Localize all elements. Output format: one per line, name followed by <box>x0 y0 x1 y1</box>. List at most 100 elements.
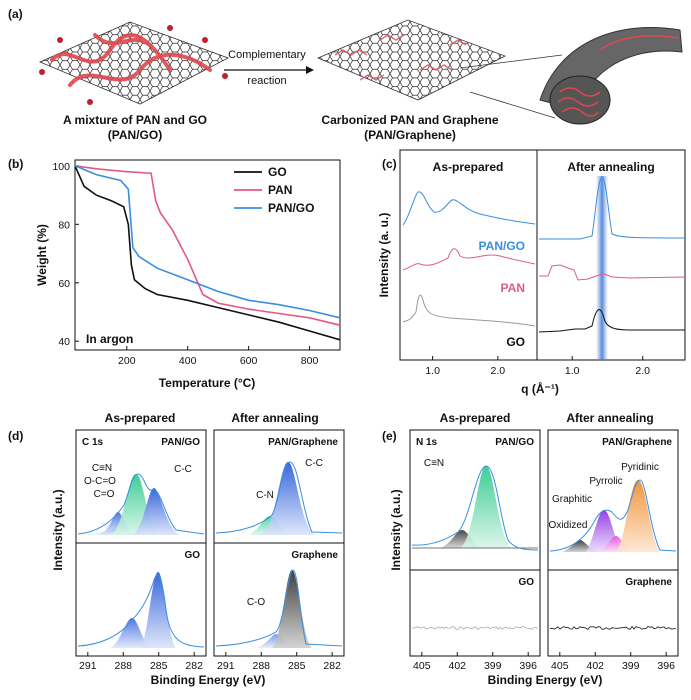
xps-n-peak-graphitic: Graphitic <box>552 494 592 505</box>
xps-c-x-axis-label: Binding Energy (eV) <box>151 673 266 687</box>
xps-n-peak-cn: C≡N <box>424 458 444 469</box>
waxs-label-pan-go: PAN/GO <box>479 239 525 253</box>
waxs-annealed-pan-curve <box>539 264 686 281</box>
tga-x-tick-label: 800 <box>301 355 319 367</box>
xps-c-peak-co: C=O <box>94 489 115 500</box>
waxs-annealed-pan-go-curve <box>539 177 686 240</box>
tga-series-line-pan <box>74 165 341 326</box>
xps-n1s-x-tick-label: 396 <box>519 660 537 672</box>
xps-c1s-chart: C 1s PAN/GO PAN/Graphene GO Graphene C≡N… <box>75 429 345 672</box>
xps-n-go-noise-curve <box>411 626 539 631</box>
xps-n1s-x-tick-label: 402 <box>449 660 467 672</box>
xps-c1s-tag: C 1s <box>82 437 104 448</box>
xps-c-pan-go-tag: PAN/GO <box>161 437 200 448</box>
reaction-arrow-icon <box>224 66 314 74</box>
waxs-annealed-frame <box>536 149 686 361</box>
xps-c1s-x-tick-label: 288 <box>253 660 271 672</box>
xps-n-right-title: After annealing <box>566 411 653 425</box>
xps-c1s-x-tick-label: 285 <box>150 660 168 672</box>
xps-n1s-tag: N 1s <box>416 437 438 448</box>
fiber-illustration <box>539 27 683 125</box>
xps-n1s-ticks: 405 402 399 396 405 402 399 396 <box>413 652 675 672</box>
carbonized-sheet-illustration <box>316 19 563 119</box>
carbonized-title: Carbonized PAN and Graphene <box>321 113 498 127</box>
xps-n1s-x-tick-label: 399 <box>622 660 640 672</box>
graphene-oxide-sheet-illustration <box>38 21 229 105</box>
tga-x-axis-label: Temperature (°C) <box>159 376 256 390</box>
tga-condition-note: In argon <box>86 332 133 346</box>
tga-legend-label: PAN/GO <box>268 201 314 215</box>
waxs-highlight-band <box>596 176 608 360</box>
waxs-label-go: GO <box>506 335 525 349</box>
tga-y-axis-label: Weight (%) <box>35 224 49 286</box>
panel-d-label: (d) <box>8 429 23 443</box>
tga-x-tick-label: 600 <box>240 355 258 367</box>
waxs-annealed-title: After annealing <box>567 160 654 174</box>
tga-legend: GO PAN PAN/GO <box>234 165 314 215</box>
panel-e-label: (e) <box>382 429 397 443</box>
xps-c-peak-co-graphene: C-O <box>247 597 266 608</box>
xps-n-go-tag: GO <box>518 577 534 588</box>
arrow-label-top: Complementary <box>228 49 306 61</box>
waxs-x-axis-label: q (Å⁻¹) <box>521 381 559 396</box>
waxs-as-prepared-frame <box>399 149 538 361</box>
tga-series-line-go <box>74 165 341 341</box>
mixture-subtitle: (PAN/GO) <box>108 128 162 142</box>
xps-n1s-chart: N 1s PAN/GO PAN/Graphene GO Graphene C≡N… <box>409 429 679 672</box>
xps-c1s-x-tick-label: 291 <box>79 660 97 672</box>
xps-c-peak-cc-annealed: C-C <box>305 458 323 469</box>
tga-y-tick-label: 100 <box>52 161 70 173</box>
xps-n1s-x-tick-label: 399 <box>484 660 502 672</box>
panel-a-label: (a) <box>8 7 23 21</box>
xps-c-pan-graphene-tag: PAN/Graphene <box>268 437 338 448</box>
waxs-x-tick-label: 1.0 <box>425 365 440 377</box>
xps-c1s-x-tick-label: 285 <box>288 660 306 672</box>
xps-n-peak-pyridinic: Pyridinic <box>621 462 659 473</box>
xps-n-pan-graphene-tag: PAN/Graphene <box>602 437 672 448</box>
waxs-x-tick-label: 2.0 <box>491 365 506 377</box>
tga-x-tick-label: 200 <box>118 355 136 367</box>
panel-c-label: (c) <box>382 157 397 171</box>
waxs-ticks: 1.0 2.0 1.0 2.0 <box>425 356 650 377</box>
tga-y-tick-label: 40 <box>58 336 70 348</box>
xps-c-left-title: As-prepared <box>105 411 176 425</box>
tga-series-line-pan-go <box>74 165 341 319</box>
xps-n-peak-pyrrolic: Pyrrolic <box>589 476 622 487</box>
xps-n-peak-oxidized: Oxidized <box>549 520 588 531</box>
xps-n1s-x-tick-label: 405 <box>413 660 431 672</box>
xps-n-x-axis-label: Binding Energy (eV) <box>488 673 603 687</box>
xps-c-y-axis-label: Intensity (a.u.) <box>51 489 65 570</box>
xps-c-right-title: After annealing <box>231 411 318 425</box>
waxs-y-axis-label: Intensity (a. u.) <box>377 213 391 298</box>
tga-y-tick-label: 80 <box>58 219 70 231</box>
xps-n-y-axis-label: Intensity (a.u.) <box>389 489 403 570</box>
waxs-pan-curve <box>402 248 536 271</box>
waxs-go-curve <box>402 294 536 327</box>
xps-n1s-x-tick-label: 405 <box>551 660 569 672</box>
xps-n-graphene-noise-curve <box>549 625 677 630</box>
waxs-x-tick-label: 2.0 <box>635 365 650 377</box>
tga-chart: Weight (%) Temperature (°C) In argon GO P… <box>35 159 341 390</box>
xps-c1s-x-tick-label: 282 <box>323 660 341 672</box>
tga-legend-label: PAN <box>268 183 292 197</box>
xps-c-peak-ococ: O-C=O <box>84 476 116 487</box>
xps-c1s-x-tick-label: 282 <box>185 660 203 672</box>
tga-x-tick-label: 400 <box>179 355 197 367</box>
arrow-label-bottom: reaction <box>247 75 286 87</box>
xps-c1s-x-tick-label: 288 <box>115 660 133 672</box>
waxs-chart: As-prepared After annealing Intensity (a… <box>377 149 686 396</box>
waxs-as-prepared-title: As-prepared <box>433 160 504 174</box>
waxs-label-pan: PAN <box>501 281 525 295</box>
xps-c1s-x-tick-label: 291 <box>217 660 235 672</box>
mixture-title: A mixture of PAN and GO <box>63 113 207 127</box>
waxs-annealed-go-curve <box>538 309 685 333</box>
xps-c1s-ticks: 291 288 285 282 291 288 285 282 <box>79 652 341 672</box>
waxs-pan-go-curve <box>402 191 536 226</box>
xps-c-peak-cc: C-C <box>174 464 192 475</box>
xps-c-peak-cn-annealed: C-N <box>256 490 274 501</box>
tga-y-tick-label: 60 <box>58 278 70 290</box>
xps-n-pan-go-tag: PAN/GO <box>495 437 534 448</box>
xps-n1s-x-tick-label: 396 <box>657 660 675 672</box>
panel-b-label: (b) <box>8 157 23 171</box>
